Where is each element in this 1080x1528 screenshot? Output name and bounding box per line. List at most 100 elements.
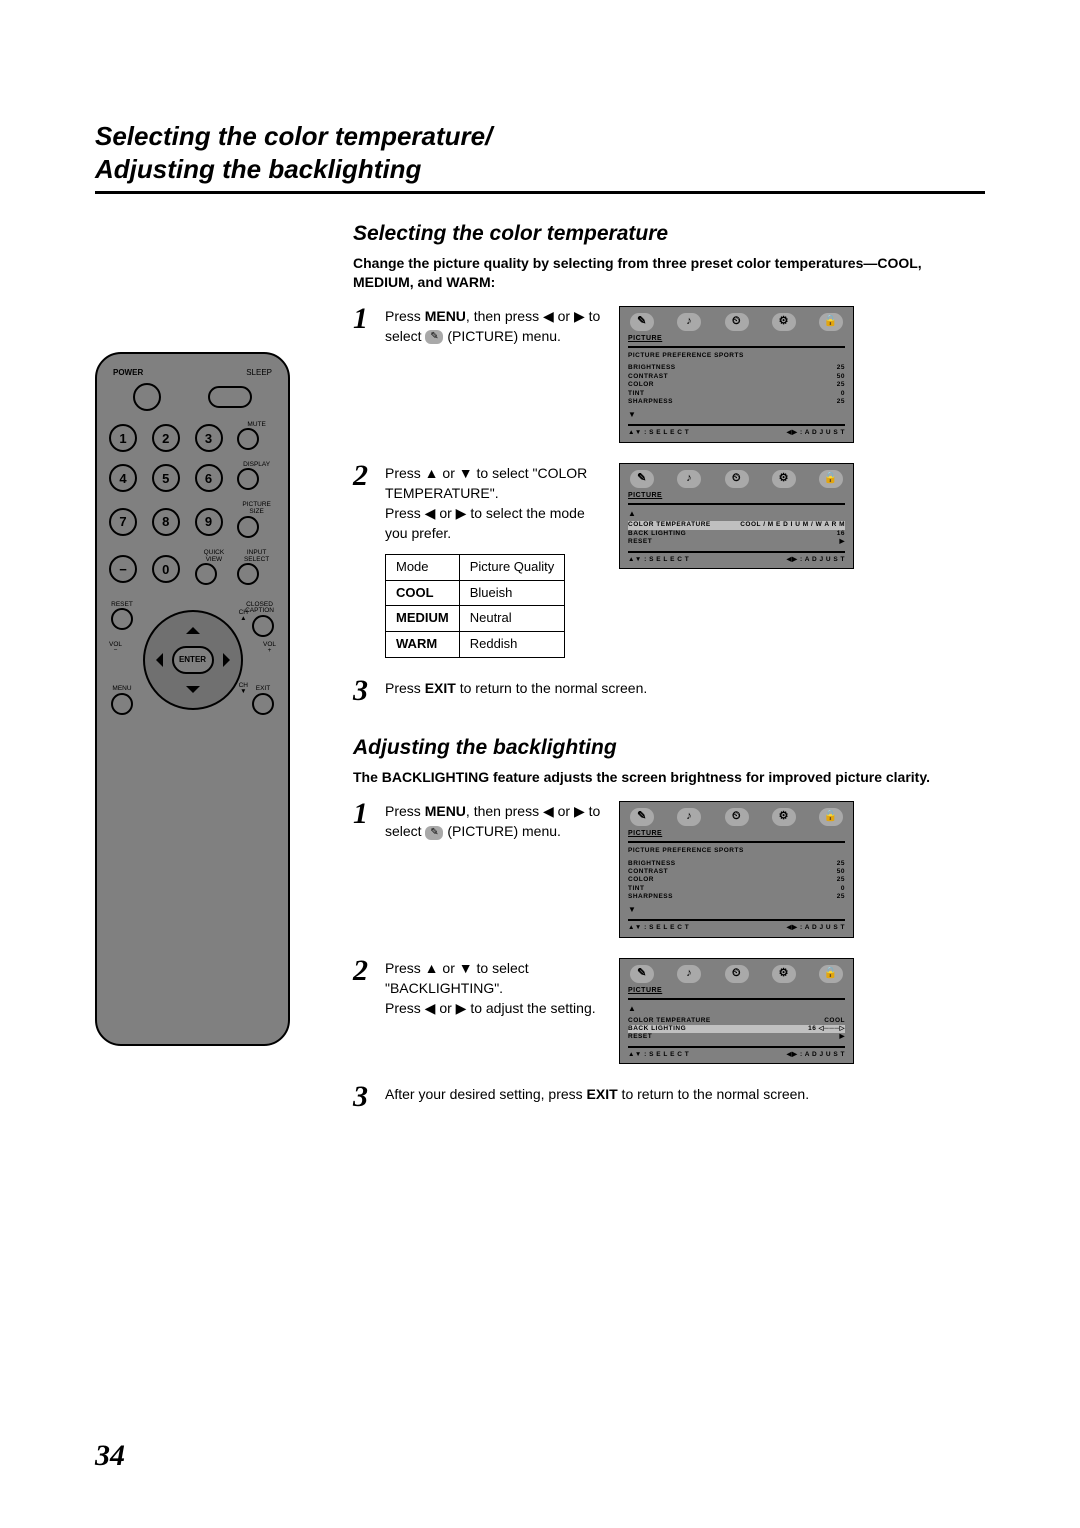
osd-v: 16 ◁───▷ (785, 1025, 845, 1033)
step-number: 2 (353, 461, 375, 491)
section-1-intro: Change the picture quality by selecting … (353, 254, 985, 292)
input-select-button[interactable] (237, 563, 259, 585)
num-9-button[interactable]: 9 (195, 508, 223, 536)
osd-v: 25 (785, 860, 845, 868)
th-quality: Picture Quality (459, 554, 565, 580)
mute-button[interactable] (237, 428, 259, 450)
title-line-2: Adjusting the backlighting (95, 154, 421, 184)
power-button[interactable] (133, 383, 161, 411)
txt-bold: EXIT (587, 1086, 618, 1102)
osd-foot-r: ◀▶ : A D J U S T (787, 428, 845, 437)
s1-step-3: 3 Press EXIT to return to the normal scr… (353, 678, 985, 706)
osd-foot-r: ◀▶ : A D J U S T (787, 1050, 845, 1059)
num-5-button[interactable]: 5 (152, 464, 180, 492)
osd-down-arrow: ▼ (628, 904, 845, 916)
td-cool-v: Blueish (459, 580, 565, 606)
txt: to return to the normal screen. (618, 1086, 809, 1102)
remote-lower-body (109, 728, 276, 1028)
menu-label: MENU (111, 686, 133, 693)
num-7-button[interactable]: 7 (109, 508, 137, 536)
s2-step-2: 2 Press ▲ or ▼ to select "BACKLIGHTING".… (353, 958, 985, 1064)
display-label: DISPLAY (237, 461, 276, 468)
osd-v: 50 (785, 373, 845, 381)
osd-audio-icon: ♪ (677, 808, 701, 826)
txt: Press ▲ or ▼ to select "BACKLIGHTING". (385, 958, 605, 999)
exit-label: EXIT (252, 686, 274, 693)
chup-label: CH ▲ (239, 610, 248, 623)
s2-step-3: 3 After your desired setting, press EXIT… (353, 1084, 985, 1112)
osd-k: BACK LIGHTING (628, 530, 686, 538)
txt: Press (385, 680, 425, 696)
num-8-button[interactable]: 8 (152, 508, 180, 536)
num-1-button[interactable]: 1 (109, 424, 137, 452)
osd-k: CONTRAST (628, 868, 668, 876)
s2-step-2-text: Press ▲ or ▼ to select "BACKLIGHTING". P… (385, 958, 605, 1019)
num-0-button[interactable]: 0 (152, 555, 180, 583)
dpad-down-icon (186, 686, 200, 700)
page-number: 34 (95, 1439, 125, 1473)
osd-v: ▶ (785, 1033, 845, 1041)
osd-v: 25 (785, 398, 845, 406)
osd-audio-icon: ♪ (677, 965, 701, 983)
enter-button[interactable]: ENTER (172, 646, 214, 674)
osd-lock-icon: 🔒 (819, 313, 843, 331)
dpad-right-icon (223, 653, 237, 667)
td-medium: MEDIUM (386, 606, 460, 632)
txt: Press (385, 803, 425, 819)
num-4-button[interactable]: 4 (109, 464, 137, 492)
osd-foot-r: ◀▶ : A D J U S T (787, 555, 845, 564)
osd-header: PICTURE (628, 334, 845, 348)
osd-header: PICTURE (628, 986, 845, 1000)
osd-up-arrow: ▲ (628, 1003, 845, 1015)
instructions-column: Selecting the color temperature Change t… (353, 222, 985, 1132)
mute-label: MUTE (237, 421, 276, 428)
display-button[interactable] (237, 468, 259, 490)
osd-v: 0 (785, 390, 845, 398)
input-label: INPUT SELECT (237, 549, 276, 563)
osd-k: SHARPNESS (628, 398, 673, 406)
osd-audio-icon: ♪ (677, 470, 701, 488)
quickview-label: QUICK VIEW (195, 549, 234, 563)
th-mode: Mode (386, 554, 460, 580)
osd-k: BRIGHTNESS (628, 860, 676, 868)
vol-minus-label: VOL− (109, 642, 122, 655)
osd-foot-l: ▲▼ : S E L E C T (628, 1050, 689, 1059)
num-3-button[interactable]: 3 (195, 424, 223, 452)
picsize-label: PICTURE SIZE (237, 501, 276, 515)
td-warm: WARM (386, 632, 460, 658)
s2-step-3-text: After your desired setting, press EXIT t… (385, 1084, 985, 1104)
osd-v: 0 (785, 885, 845, 893)
osd-v: ▶ (785, 538, 845, 546)
sleep-label: SLEEP (193, 368, 273, 377)
osd-up-arrow: ▲ (628, 508, 845, 520)
osd-header: PICTURE (628, 829, 845, 843)
s1-step-2: 2 Press ▲ or ▼ to select "COLOR TEMPERAT… (353, 463, 985, 659)
osd-lock-icon: 🔒 (819, 470, 843, 488)
osd-k: RESET (628, 1033, 652, 1041)
s1-step-3-text: Press EXIT to return to the normal scree… (385, 678, 985, 698)
s2-step-1: 1 Press MENU, then press ◀ or ▶ to selec… (353, 801, 985, 938)
osd-picture-icon: ✎ (630, 470, 654, 488)
menu-button[interactable] (111, 693, 133, 715)
picture-size-button[interactable] (237, 516, 259, 538)
power-label: POWER (113, 368, 193, 377)
osd-k: COLOR TEMPERATURE (628, 1017, 711, 1025)
td-cool: COOL (386, 580, 460, 606)
dash-button[interactable]: − (109, 555, 137, 583)
quick-view-button[interactable] (195, 563, 217, 585)
txt-bold: MENU (425, 308, 466, 324)
num-6-button[interactable]: 6 (195, 464, 223, 492)
s2-step-1-text: Press MENU, then press ◀ or ▶ to select … (385, 801, 605, 842)
exit-button[interactable] (252, 693, 274, 715)
s1-step-1-text: Press MENU, then press ◀ or ▶ to select … (385, 306, 605, 347)
reset-button[interactable] (111, 608, 133, 630)
closed-caption-button[interactable] (252, 615, 274, 637)
sleep-button[interactable] (208, 386, 252, 408)
osd-color-temp: ✎ ♪ ⏲ ⚙ 🔒 PICTURE ▲ COLOR TEMPERATURECOO… (619, 463, 854, 569)
osd-v: 25 (785, 893, 845, 901)
osd-lock-icon: 🔒 (819, 808, 843, 826)
step-number: 3 (353, 1082, 375, 1112)
num-2-button[interactable]: 2 (152, 424, 180, 452)
osd-down-arrow: ▼ (628, 409, 845, 421)
txt: After your desired setting, press (385, 1086, 587, 1102)
